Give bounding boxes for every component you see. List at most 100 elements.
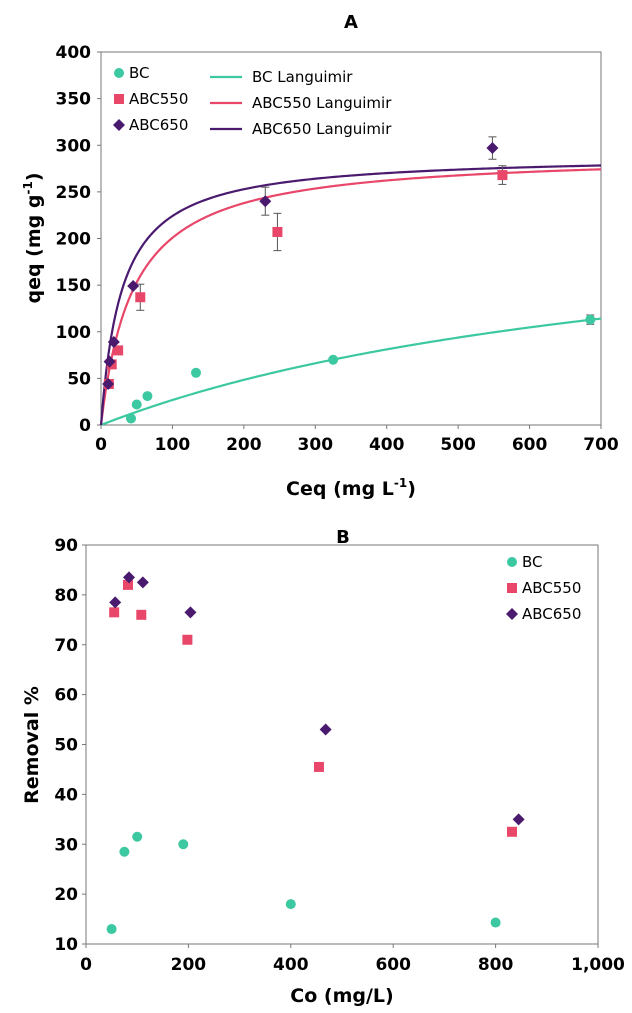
chart-a: A 0 50 100 150 200 250 300 350 400 0 100 200 300 400… xyxy=(21,12,619,500)
legend-marker-abc650 xyxy=(506,608,518,620)
data-point-bc xyxy=(132,831,143,842)
legend-marker-abc650 xyxy=(113,119,125,131)
data-point-abc550 xyxy=(136,609,147,620)
chart-a-y-tick-label: 250 xyxy=(56,183,92,203)
chart-b-x-tick-label: 600 xyxy=(375,955,411,975)
data-point-bc xyxy=(131,399,142,410)
legend-label-abc650: ABC650 xyxy=(129,116,188,134)
chart-a-y-tick-label: 400 xyxy=(56,43,92,63)
data-point-abc550 xyxy=(182,634,193,645)
data-point-abc650 xyxy=(136,576,149,589)
chart-a-x-tick-label: 600 xyxy=(512,435,548,455)
chart-a-fit-curves xyxy=(99,164,602,427)
chart-a-x-tick-label: 500 xyxy=(440,435,476,455)
chart-b-x-tick-label: 1,000 xyxy=(571,955,625,975)
data-point-abc550 xyxy=(272,226,283,237)
chart-b-x-tick-label: 800 xyxy=(478,955,514,975)
data-point-bc xyxy=(119,846,130,857)
legend-label-bc-languimir: BC Languimir xyxy=(252,68,353,86)
chart-a-y-tick-label: 50 xyxy=(67,369,91,389)
data-point-abc650 xyxy=(184,606,197,619)
data-point-bc xyxy=(191,367,201,378)
chart-a-y-tick-label: 0 xyxy=(79,416,91,436)
legend-marker-abc550 xyxy=(114,94,124,104)
chart-b-title: B xyxy=(336,527,350,548)
chart-b-y-axis-label: Removal % xyxy=(21,686,43,804)
chart-a-y-tick-label: 150 xyxy=(56,276,92,296)
chart-b-y-tick-label: 10 xyxy=(54,935,78,955)
data-point-bc xyxy=(585,314,596,325)
data-point-abc550 xyxy=(113,345,124,356)
data-point-abc650 xyxy=(102,377,115,390)
data-point-abc550 xyxy=(109,607,120,618)
legend-label-abc650-languimir: ABC650 Languimir xyxy=(252,120,392,138)
chart-a-x-tick-label: 400 xyxy=(369,435,405,455)
chart-a-x-ticks: 0 100 200 300 400 500 600 700 xyxy=(95,425,619,455)
chart-b-y-tick-label: 40 xyxy=(54,785,78,805)
chart-a-y-tick-label: 100 xyxy=(56,323,92,343)
data-point-bc xyxy=(490,917,501,928)
chart-a-x-tick-label: 700 xyxy=(583,435,619,455)
chart-a-y-tick-label: 300 xyxy=(56,136,92,156)
chart-a-points xyxy=(102,136,596,424)
chart-a-y-axis-label: qeq (mg g-1) xyxy=(21,172,45,303)
fit-curve-abc650-languimir xyxy=(99,164,602,426)
chart-b-points xyxy=(106,571,525,935)
data-point-abc650 xyxy=(486,142,499,155)
chart-b-y-tick-label: 50 xyxy=(54,736,78,756)
chart-a-x-tick-label: 0 xyxy=(95,435,107,455)
data-point-bc xyxy=(106,924,117,935)
legend-label-abc550: ABC550 xyxy=(129,90,188,108)
legend-marker-abc550 xyxy=(507,583,517,593)
fit-curve-bc-languimir xyxy=(100,317,602,427)
data-point-abc650 xyxy=(109,596,122,609)
chart-a-y-ticks: 0 50 100 150 200 250 300 350 400 xyxy=(56,43,101,436)
chart-a-y-tick-label: 200 xyxy=(56,230,92,250)
chart-a-x-axis-label: Ceq (mg L-1) xyxy=(286,476,416,500)
data-point-abc650 xyxy=(319,723,332,736)
chart-b-x-tick-label: 200 xyxy=(171,955,207,975)
data-point-abc550 xyxy=(497,170,508,181)
chart-b-y-tick-label: 70 xyxy=(54,636,78,656)
chart-a-x-tick-label: 200 xyxy=(226,435,262,455)
data-point-abc650 xyxy=(107,336,120,349)
data-point-abc650 xyxy=(103,355,116,368)
data-point-bc xyxy=(142,391,153,402)
chart-b-y-ticks: 10 20 30 40 50 60 70 80 90 xyxy=(54,536,86,955)
chart-b-y-tick-label: 20 xyxy=(54,885,78,905)
legend-marker-bc xyxy=(507,557,517,567)
data-point-abc550 xyxy=(122,579,133,590)
data-point-abc550 xyxy=(135,292,146,303)
legend-marker-bc xyxy=(114,68,124,78)
chart-a-x-tick-label: 300 xyxy=(298,435,334,455)
legend-label-abc650: ABC650 xyxy=(522,605,581,623)
data-point-abc550 xyxy=(313,761,324,772)
data-point-bc xyxy=(126,413,136,424)
chart-a-title: A xyxy=(344,12,358,33)
chart-b-y-tick-label: 90 xyxy=(54,536,78,556)
legend-label-bc: BC xyxy=(522,553,543,571)
chart-b-x-tick-label: 400 xyxy=(273,955,309,975)
data-point-abc550 xyxy=(506,826,517,837)
chart-a-x-tick-label: 100 xyxy=(155,435,191,455)
fit-curve-abc550-languimir xyxy=(99,168,602,426)
chart-a-y-tick-label: 350 xyxy=(56,90,92,110)
legend-label-abc550: ABC550 xyxy=(522,579,581,597)
chart-b-x-ticks: 0 200 400 600 800 1,000 xyxy=(80,944,625,975)
legend-label-bc: BC xyxy=(129,64,150,82)
chart-b-y-tick-label: 80 xyxy=(54,586,78,606)
chart-b-legend: BC ABC550 ABC650 xyxy=(506,553,581,623)
data-point-bc xyxy=(178,839,189,850)
data-point-abc650 xyxy=(512,813,525,826)
data-point-abc650 xyxy=(127,280,140,293)
chart-b-x-axis-label: Co (mg/L) xyxy=(290,985,393,1007)
legend-label-abc550-languimir: ABC550 Languimir xyxy=(252,94,392,112)
data-point-bc xyxy=(328,354,339,365)
chart-b-y-tick-label: 60 xyxy=(54,686,78,706)
chart-b-y-tick-label: 30 xyxy=(54,835,78,855)
data-point-abc650 xyxy=(123,571,136,584)
chart-a-legend: BC ABC550 ABC650 BC Languimir ABC550 Languim… xyxy=(113,64,392,138)
data-point-bc xyxy=(285,899,296,910)
